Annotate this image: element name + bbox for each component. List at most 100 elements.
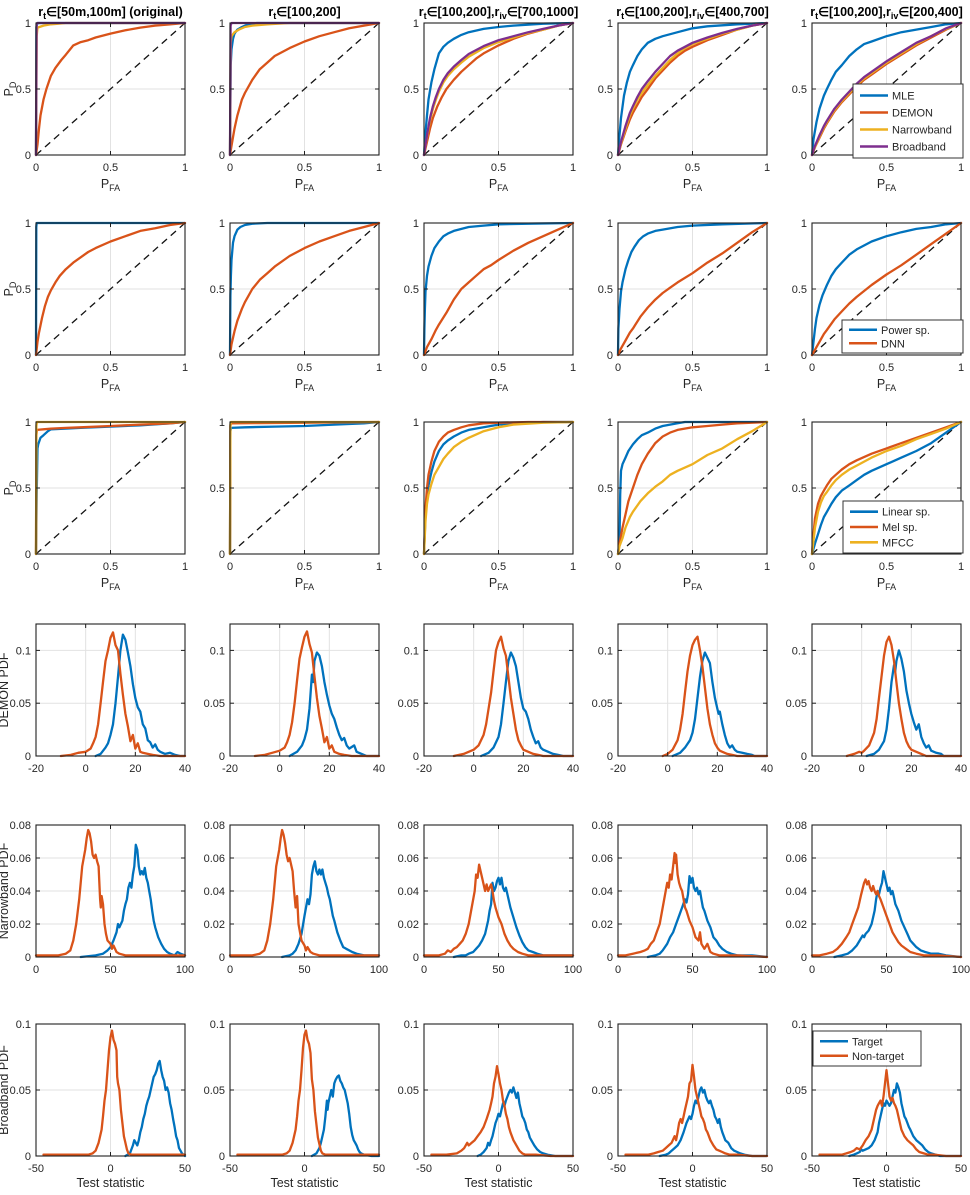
- subplot-r5-c1: 0 50 100 0 0.02 0.04 0.06 0.08 Narrowband PDF: [0, 820, 194, 976]
- chance-diagonal-line: [229, 421, 380, 555]
- y-tick-label: 0.05: [204, 1085, 225, 1097]
- y-tick-label: 0: [413, 952, 419, 964]
- series-target: [848, 1082, 963, 1158]
- x-tick-label: 0: [227, 964, 233, 976]
- x-tick-label: 0.5: [103, 162, 118, 174]
- series-non-target: [253, 630, 381, 758]
- x-tick-label: 100: [176, 964, 194, 976]
- series-non-target: [430, 1065, 575, 1158]
- column-title: rt∈[50m,100m] (original): [38, 5, 183, 21]
- y-tick-label: 1: [25, 218, 31, 230]
- y-tick-label: 0.1: [792, 645, 807, 657]
- legend-entry-label: Narrowband: [892, 125, 952, 137]
- subplot-r2-c3: 0 0.5 1 0 0.5 1 PFA: [404, 218, 576, 393]
- series-mfcc: [810, 420, 963, 556]
- x-tick-label: -50: [804, 1163, 820, 1175]
- y-tick-label: 0: [219, 150, 225, 162]
- y-tick-label: 0: [25, 1151, 31, 1163]
- series-demon: [34, 21, 187, 157]
- y-tick-label: 0.1: [210, 645, 225, 657]
- legend-entry-label: Mel sp.: [882, 522, 917, 534]
- x-axis-label: PFA: [295, 377, 314, 393]
- subplot-r5-c3: 0 50 100 0 0.02 0.04 0.06 0.08: [398, 820, 583, 976]
- x-tick-label: 40: [567, 763, 579, 775]
- x-tick-label: 0: [421, 561, 427, 573]
- x-tick-label: 100: [952, 964, 970, 976]
- x-tick-label: 0: [809, 561, 815, 573]
- y-axis-label: Broadband PDF: [0, 1045, 11, 1135]
- y-tick-label: 1: [413, 18, 419, 30]
- x-tick-label: 0.5: [103, 362, 118, 374]
- y-tick-label: 0: [413, 549, 419, 561]
- y-tick-label: 0.5: [210, 284, 225, 296]
- x-tick-label: 0: [859, 763, 865, 775]
- subplot-r2-c4: 0 0.5 1 0 0.5 1 PFA: [598, 218, 770, 393]
- x-tick-label: -50: [222, 1163, 238, 1175]
- x-tick-label: 100: [758, 964, 776, 976]
- x-tick-label: 40: [761, 763, 773, 775]
- y-tick-label: 0.5: [598, 284, 613, 296]
- x-axis-label: PFA: [295, 576, 314, 592]
- y-tick-label: 1: [607, 18, 613, 30]
- series-mfcc: [422, 420, 575, 556]
- series-non-target: [236, 1029, 381, 1156]
- y-tick-label: 0.5: [210, 84, 225, 96]
- y-tick-label: 0.06: [204, 853, 225, 865]
- subplot-r5-c2: 0 50 100 0 0.02 0.04 0.06 0.08: [204, 820, 389, 976]
- y-tick-label: 0: [413, 1151, 419, 1163]
- x-tick-label: 0: [495, 1163, 501, 1175]
- x-tick-label: 1: [958, 162, 964, 174]
- x-axis-label: PFA: [877, 377, 896, 393]
- x-tick-label: 20: [905, 763, 917, 775]
- series-non-target: [34, 828, 187, 957]
- chance-diagonal-line: [423, 22, 574, 156]
- y-tick-label: 0.02: [398, 919, 419, 931]
- series-mel-sp-: [616, 420, 769, 556]
- series-target: [833, 870, 963, 959]
- x-tick-label: 0: [421, 964, 427, 976]
- y-tick-label: 0.08: [786, 820, 807, 832]
- y-tick-label: 0.1: [404, 1019, 419, 1031]
- chance-diagonal-line: [423, 222, 574, 356]
- series-power-sp-: [228, 221, 381, 357]
- x-tick-label: -20: [416, 763, 432, 775]
- y-tick-label: 0.1: [792, 1019, 807, 1031]
- subplot-r5-c4: 0 50 100 0 0.02 0.04 0.06 0.08: [592, 820, 777, 976]
- x-tick-label: 50: [179, 1163, 191, 1175]
- x-tick-label: 0: [33, 162, 39, 174]
- x-tick-label: 1: [764, 162, 770, 174]
- chance-diagonal-line: [35, 22, 186, 156]
- series-non-target: [661, 635, 769, 758]
- y-tick-label: 1: [801, 18, 807, 30]
- subplot-r3-c4: 0 0.5 1 0 0.5 1 PFA: [598, 417, 770, 592]
- legend-entry-label: DEMON: [892, 108, 933, 120]
- x-tick-label: 0: [809, 362, 815, 374]
- y-tick-label: 0: [219, 549, 225, 561]
- y-tick-label: 1: [801, 417, 807, 429]
- chance-diagonal-line: [35, 421, 186, 555]
- series-power-sp-: [810, 221, 963, 357]
- x-tick-label: 40: [955, 763, 967, 775]
- y-tick-label: 0.05: [204, 698, 225, 710]
- x-tick-label: 0.5: [491, 561, 506, 573]
- y-tick-label: 0.06: [786, 853, 807, 865]
- y-tick-label: 0.08: [204, 820, 225, 832]
- x-tick-label: 1: [182, 362, 188, 374]
- y-tick-label: 0.05: [10, 1085, 31, 1097]
- x-axis-label: Test statistic: [464, 1176, 532, 1190]
- y-tick-label: 0: [801, 350, 807, 362]
- series-non-target: [845, 635, 963, 758]
- legend-entry-label: Power sp.: [881, 325, 930, 337]
- x-tick-label: 0.5: [297, 162, 312, 174]
- x-tick-label: 0: [615, 362, 621, 374]
- y-tick-label: 0.02: [204, 919, 225, 931]
- legend-r1: MLE DEMON Narrowband Broadband: [852, 83, 964, 159]
- series-non-target: [624, 1063, 769, 1158]
- legend-box: [812, 1030, 922, 1067]
- y-tick-label: 0.5: [16, 284, 31, 296]
- x-tick-label: 1: [570, 561, 576, 573]
